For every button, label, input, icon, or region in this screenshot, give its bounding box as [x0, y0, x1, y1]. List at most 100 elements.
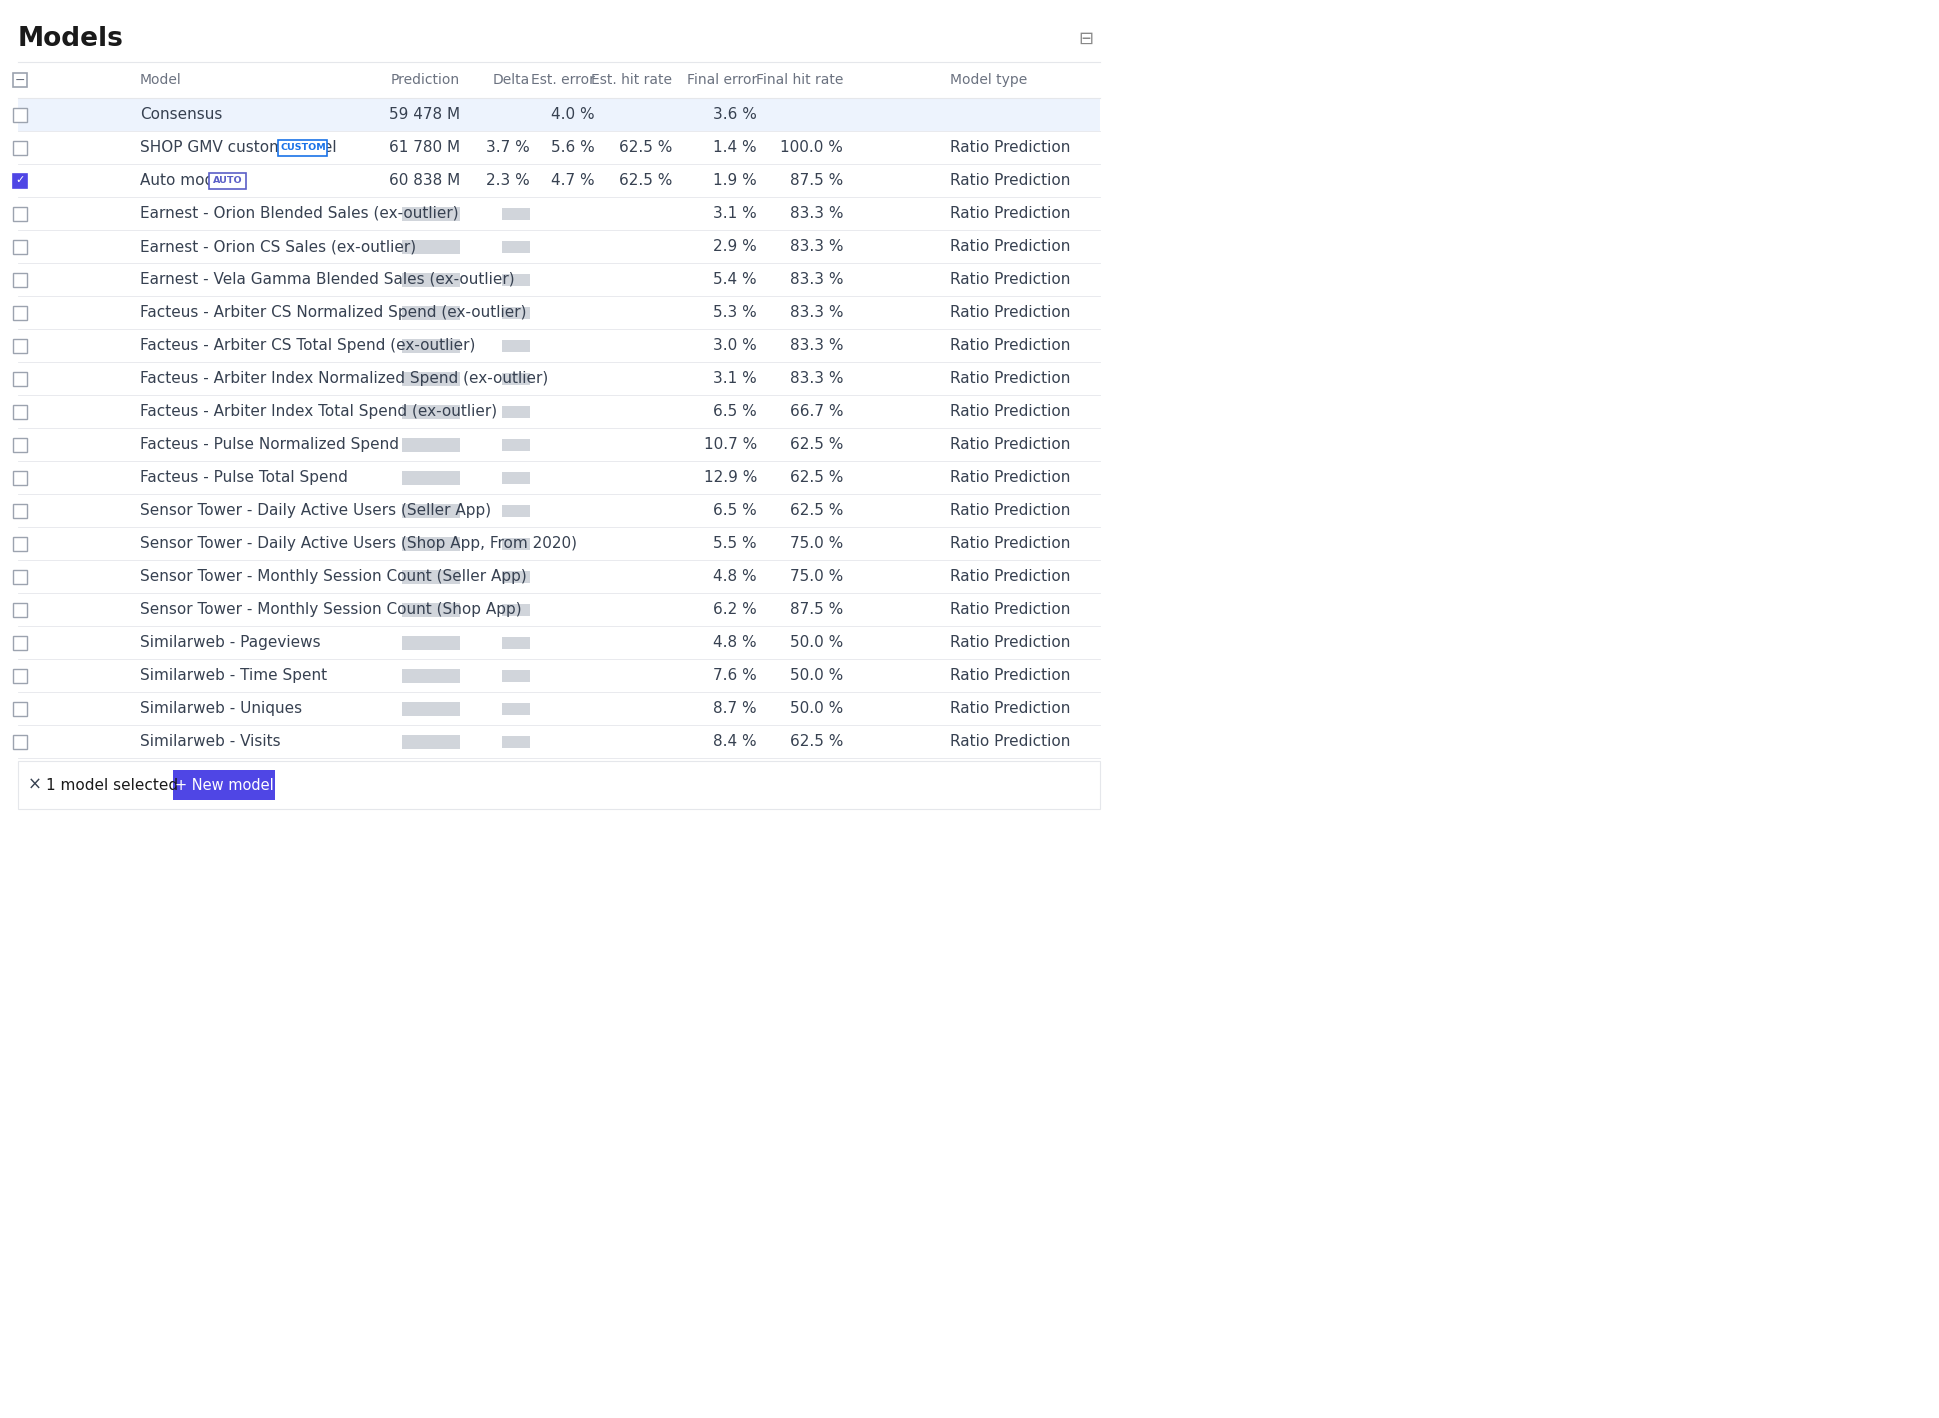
Text: Ratio Prediction: Ratio Prediction	[950, 206, 1070, 221]
Bar	[14, 339, 27, 353]
Text: 5.6 %: 5.6 %	[551, 140, 595, 155]
Bar	[14, 536, 27, 550]
Bar	[401, 702, 460, 716]
Bar	[502, 637, 529, 648]
Text: 87.5 %: 87.5 %	[789, 173, 843, 189]
Bar	[401, 471, 460, 485]
Bar	[502, 274, 529, 285]
Text: Delta: Delta	[493, 72, 529, 86]
Bar	[14, 471, 27, 485]
Text: 8.4 %: 8.4 %	[714, 735, 756, 749]
Text: 83.3 %: 83.3 %	[789, 272, 843, 286]
Bar	[401, 536, 460, 550]
Text: 6.2 %: 6.2 %	[714, 603, 756, 617]
Bar	[401, 240, 460, 254]
Text: Auto model: Auto model	[140, 173, 229, 189]
Text: 6.5 %: 6.5 %	[714, 503, 756, 518]
Bar	[14, 635, 27, 649]
Bar	[14, 438, 27, 451]
Text: + New model: + New model	[175, 777, 273, 793]
Text: Ratio Prediction: Ratio Prediction	[950, 603, 1070, 617]
Bar	[502, 207, 529, 220]
Text: Earnest - Vela Gamma Blended Sales (ex-outlier): Earnest - Vela Gamma Blended Sales (ex-o…	[140, 272, 514, 286]
Text: 62.5 %: 62.5 %	[789, 503, 843, 518]
Bar	[209, 173, 246, 189]
Text: CUSTOM: CUSTOM	[279, 143, 326, 152]
Text: 75.0 %: 75.0 %	[789, 536, 843, 552]
Text: Ratio Prediction: Ratio Prediction	[950, 735, 1070, 749]
Text: Similarweb - Uniques: Similarweb - Uniques	[140, 700, 302, 716]
Text: 83.3 %: 83.3 %	[789, 206, 843, 221]
Text: 3.0 %: 3.0 %	[714, 337, 756, 353]
Text: Consensus: Consensus	[140, 106, 223, 122]
Bar	[279, 139, 328, 156]
Bar	[14, 603, 27, 617]
Text: Sensor Tower - Daily Active Users (Shop App, From 2020): Sensor Tower - Daily Active Users (Shop …	[140, 536, 578, 552]
Text: 1 model selected: 1 model selected	[47, 777, 178, 793]
Text: 83.3 %: 83.3 %	[789, 337, 843, 353]
Text: ×: ×	[27, 776, 43, 794]
Text: 87.5 %: 87.5 %	[789, 603, 843, 617]
Text: 3.7 %: 3.7 %	[487, 140, 529, 155]
Text: Ratio Prediction: Ratio Prediction	[950, 272, 1070, 286]
Text: Similarweb - Time Spent: Similarweb - Time Spent	[140, 668, 328, 683]
Text: Ratio Prediction: Ratio Prediction	[950, 635, 1070, 649]
Text: 62.5 %: 62.5 %	[789, 469, 843, 485]
Text: 83.3 %: 83.3 %	[789, 305, 843, 320]
Bar	[17, 761, 1099, 810]
Text: Sensor Tower - Monthly Session Count (Shop App): Sensor Tower - Monthly Session Count (Sh…	[140, 603, 522, 617]
Bar	[14, 372, 27, 386]
Bar	[14, 108, 27, 122]
Bar	[14, 272, 27, 286]
Text: Model type: Model type	[950, 72, 1028, 86]
Bar	[14, 72, 27, 86]
Text: 59 478 M: 59 478 M	[390, 106, 460, 122]
Text: Facteus - Arbiter Index Normalized Spend (ex-outlier): Facteus - Arbiter Index Normalized Spend…	[140, 372, 549, 386]
Bar	[502, 406, 529, 417]
Bar	[14, 240, 27, 254]
Bar	[401, 272, 460, 286]
Text: AUTO: AUTO	[213, 176, 242, 184]
Bar	[401, 305, 460, 319]
Text: 83.3 %: 83.3 %	[789, 372, 843, 386]
Text: 66.7 %: 66.7 %	[789, 404, 843, 418]
Bar	[14, 140, 27, 155]
Text: 100.0 %: 100.0 %	[779, 140, 843, 155]
Text: 50.0 %: 50.0 %	[789, 635, 843, 649]
Text: Ratio Prediction: Ratio Prediction	[950, 569, 1070, 584]
Text: 5.3 %: 5.3 %	[714, 305, 756, 320]
Bar	[14, 503, 27, 518]
Text: Sensor Tower - Daily Active Users (Seller App): Sensor Tower - Daily Active Users (Selle…	[140, 503, 491, 518]
Text: 4.8 %: 4.8 %	[714, 569, 756, 584]
Text: 6.5 %: 6.5 %	[714, 404, 756, 418]
Text: 12.9 %: 12.9 %	[704, 469, 756, 485]
Bar	[502, 306, 529, 319]
Text: 83.3 %: 83.3 %	[789, 240, 843, 254]
Text: 62.5 %: 62.5 %	[619, 140, 673, 155]
Bar	[401, 603, 460, 617]
Bar	[502, 537, 529, 550]
Bar	[401, 635, 460, 649]
Text: 5.4 %: 5.4 %	[714, 272, 756, 286]
Bar	[502, 669, 529, 682]
Text: Facteus - Pulse Normalized Spend: Facteus - Pulse Normalized Spend	[140, 437, 399, 452]
Text: Facteus - Pulse Total Spend: Facteus - Pulse Total Spend	[140, 469, 347, 485]
Text: 75.0 %: 75.0 %	[789, 569, 843, 584]
Text: Ratio Prediction: Ratio Prediction	[950, 305, 1070, 320]
Text: 62.5 %: 62.5 %	[789, 437, 843, 452]
Text: Ratio Prediction: Ratio Prediction	[950, 503, 1070, 518]
Bar	[401, 339, 460, 353]
Bar	[502, 570, 529, 583]
Text: 61 780 M: 61 780 M	[390, 140, 460, 155]
Text: 10.7 %: 10.7 %	[704, 437, 756, 452]
Text: 4.8 %: 4.8 %	[714, 635, 756, 649]
Text: 62.5 %: 62.5 %	[789, 735, 843, 749]
Text: Ratio Prediction: Ratio Prediction	[950, 173, 1070, 189]
Bar	[502, 472, 529, 484]
Text: Earnest - Orion CS Sales (ex-outlier): Earnest - Orion CS Sales (ex-outlier)	[140, 240, 417, 254]
Text: Earnest - Orion Blended Sales (ex-outlier): Earnest - Orion Blended Sales (ex-outlie…	[140, 206, 460, 221]
Text: 2.9 %: 2.9 %	[714, 240, 756, 254]
Text: Prediction: Prediction	[392, 72, 460, 86]
Text: Sensor Tower - Monthly Session Count (Seller App): Sensor Tower - Monthly Session Count (Se…	[140, 569, 527, 584]
Text: 60 838 M: 60 838 M	[388, 173, 460, 189]
